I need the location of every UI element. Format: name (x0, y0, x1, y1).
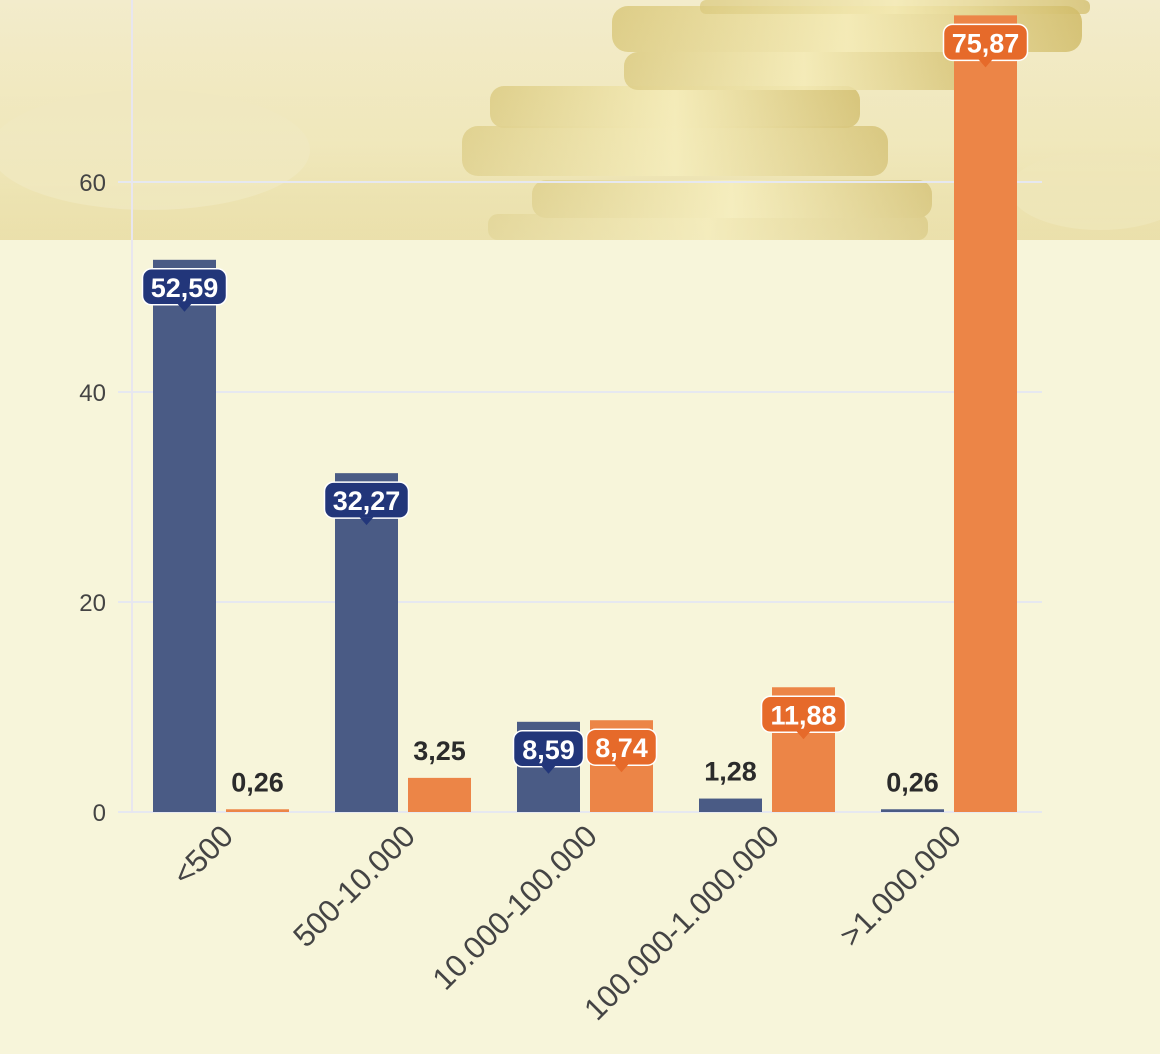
bar-blue-4 (881, 809, 944, 812)
data-label-pointer (614, 764, 629, 773)
data-label: 75,87 (952, 28, 1020, 58)
bar-blue-0 (153, 259, 216, 812)
data-label: 32,27 (333, 486, 401, 516)
grid-lines (118, 181, 1042, 813)
y-axis-ticks: 0 20 40 60 (79, 170, 106, 827)
bar-orange-4 (954, 15, 1017, 813)
y-tick-label: 20 (79, 590, 106, 617)
data-label: 1,28 (704, 757, 757, 787)
data-label-pointer (978, 59, 993, 68)
data-label: 8,59 (522, 735, 575, 765)
x-category-label: >1.000.000 (833, 818, 968, 953)
data-label-pointer (541, 765, 556, 774)
bar-blue-1 (335, 473, 398, 812)
y-tick-label: 60 (79, 170, 106, 197)
y-tick-label: 40 (79, 380, 106, 407)
data-label-pointer (796, 731, 811, 740)
x-category-label: <500 (166, 818, 240, 892)
data-label: 8,74 (595, 733, 648, 763)
data-label: 11,88 (770, 700, 836, 730)
bar-blue-3 (699, 798, 762, 812)
data-label: 52,59 (151, 273, 219, 303)
x-category-label: 10.000-100.000 (426, 818, 604, 996)
x-category-label: 100.000-1.000.000 (577, 818, 786, 1027)
data-label: 0,26 (231, 767, 284, 797)
data-label-pointer (177, 303, 192, 312)
x-category-label: 500-10.000 (286, 818, 422, 954)
y-tick-label: 0 (93, 800, 106, 827)
bar-orange-1 (408, 777, 471, 812)
bar-orange-0 (226, 809, 289, 812)
data-labels: 52,59 0,26 32,27 3,25 8,59 8,74 1,28 11,88 0,26 7… (141, 23, 1029, 797)
data-label-pointer (359, 517, 374, 526)
data-label: 3,25 (413, 736, 466, 766)
data-label: 0,26 (886, 767, 939, 797)
x-axis-labels: <500 500-10.000 10.000-100.000100.000-1.00… (166, 818, 968, 1027)
